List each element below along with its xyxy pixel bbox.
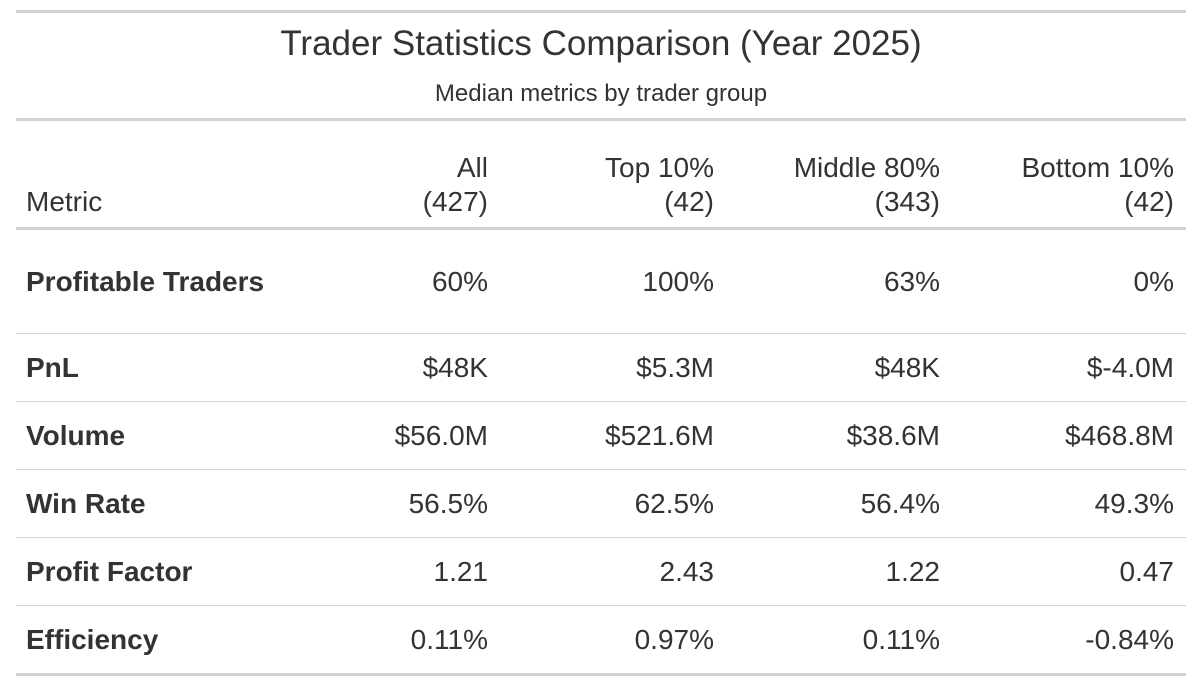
table-row: Volume $56.0M $521.6M $38.6M $468.8M	[16, 401, 1186, 470]
row-metric-label: Win Rate	[16, 469, 286, 538]
table-figure: Trader Statistics Comparison (Year 2025)…	[16, 10, 1186, 676]
column-header-all: All (427)	[286, 121, 500, 230]
cell-all: 60%	[286, 228, 500, 334]
cell-top-10: 2.43	[500, 537, 726, 606]
column-header-count: (42)	[664, 186, 714, 217]
table-row: PnL $48K $5.3M $48K $-4.0M	[16, 333, 1186, 402]
column-header-label: Metric	[26, 186, 103, 217]
column-header-metric: Metric	[16, 121, 286, 230]
column-header-middle-80: Middle 80% (343)	[726, 121, 952, 230]
cell-bottom-10: 49.3%	[952, 469, 1186, 538]
cell-middle-80: $48K	[726, 333, 952, 402]
column-header-label: All	[456, 152, 488, 183]
cell-middle-80: 56.4%	[726, 469, 952, 538]
cell-bottom-10: $468.8M	[952, 401, 1186, 470]
cell-top-10: $5.3M	[500, 333, 726, 402]
cell-bottom-10: 0%	[952, 228, 1186, 334]
cell-all: $56.0M	[286, 401, 500, 470]
cell-bottom-10: -0.84%	[952, 605, 1186, 676]
cell-all: 0.11%	[286, 605, 500, 676]
cell-all: 56.5%	[286, 469, 500, 538]
column-header-label: Top 10%	[605, 152, 714, 183]
row-metric-label: Profit Factor	[16, 537, 286, 606]
table-row: Win Rate 56.5% 62.5% 56.4% 49.3%	[16, 469, 1186, 538]
cell-middle-80: 0.11%	[726, 605, 952, 676]
column-header-label: Bottom 10%	[1021, 152, 1174, 183]
column-header-count: (427)	[422, 186, 488, 217]
column-header-top-10: Top 10% (42)	[500, 121, 726, 230]
column-header-label: Middle 80%	[793, 152, 940, 183]
table-subtitle: Median metrics by trader group	[434, 80, 768, 107]
cell-top-10: 100%	[500, 228, 726, 334]
row-metric-label: Volume	[16, 401, 286, 470]
cell-top-10: 0.97%	[500, 605, 726, 676]
cell-top-10: $521.6M	[500, 401, 726, 470]
row-metric-label: PnL	[16, 333, 286, 402]
cell-middle-80: 1.22	[726, 537, 952, 606]
table-row: Profitable Traders 60% 100% 63% 0%	[16, 228, 1186, 334]
cell-bottom-10: $-4.0M	[952, 333, 1186, 402]
stats-table: Metric All (427) Top 10% (42) Middle 80%…	[16, 121, 1186, 676]
column-header-count: (42)	[1124, 186, 1174, 217]
cell-bottom-10: 0.47	[952, 537, 1186, 606]
column-header-bottom-10: Bottom 10% (42)	[952, 121, 1186, 230]
row-metric-label: Profitable Traders	[16, 228, 286, 334]
cell-all: 1.21	[286, 537, 500, 606]
cell-middle-80: $38.6M	[726, 401, 952, 470]
column-header-count: (343)	[874, 186, 940, 217]
header-row: Metric All (427) Top 10% (42) Middle 80%…	[16, 121, 1186, 230]
cell-middle-80: 63%	[726, 228, 952, 334]
cell-all: $48K	[286, 333, 500, 402]
table-row: Efficiency 0.11% 0.97% 0.11% -0.84%	[16, 605, 1186, 676]
header-rule	[16, 118, 1186, 121]
top-rule	[16, 10, 1186, 13]
cell-top-10: 62.5%	[500, 469, 726, 538]
table-title: Trader Statistics Comparison (Year 2025)	[280, 24, 922, 63]
row-metric-label: Efficiency	[16, 605, 286, 676]
table-row: Profit Factor 1.21 2.43 1.22 0.47	[16, 537, 1186, 606]
